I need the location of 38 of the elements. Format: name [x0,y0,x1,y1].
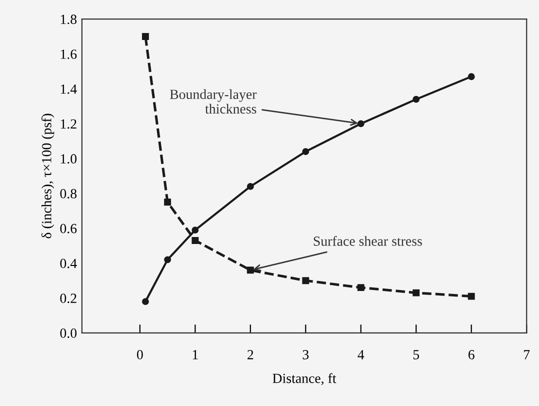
y-tick-label: 0.6 [60,224,77,234]
point [468,292,475,300]
x-tick-label: 5 [413,350,420,360]
y-tick-label: 1.6 [60,50,77,59]
point [164,198,172,206]
annotation: Boundary-layer thickness [170,89,257,114]
y-axis-title: δ (inches), τ×100 (psf) [41,114,54,238]
point [357,284,364,292]
y-tick-label: 1.8 [60,14,77,24]
point [142,298,149,306]
x-tick-label: 3 [302,350,309,360]
point [412,96,420,103]
x-tick-label: 2 [248,350,254,360]
x-tick-label: 4 [358,350,364,360]
point [302,277,310,284]
x-tick-label: 1 [192,350,198,360]
y-tick-label: 1.2 [60,119,76,129]
x-tick-label: 0 [136,350,143,360]
annotation: Surface shear stress [314,236,422,246]
y-tick-label: 1.0 [60,154,77,164]
y-tick-label: 0.8 [60,189,77,198]
y-tick-label: 0.2 [60,294,76,304]
y-tick-label: 0.0 [60,328,77,338]
point [164,256,172,264]
point [302,148,310,156]
point [192,237,199,244]
x-tick-label: 7 [524,350,530,360]
point [246,266,254,274]
point [468,73,475,80]
point [246,182,254,190]
point [357,120,364,128]
y-tick-label: 0.4 [60,258,77,268]
point [412,289,420,296]
point [192,226,199,234]
x-tick-label: 6 [468,350,474,360]
point [142,33,149,40]
x-axis-title: Distance, ft [272,373,336,386]
y-tick-label: 1.4 [60,84,77,94]
